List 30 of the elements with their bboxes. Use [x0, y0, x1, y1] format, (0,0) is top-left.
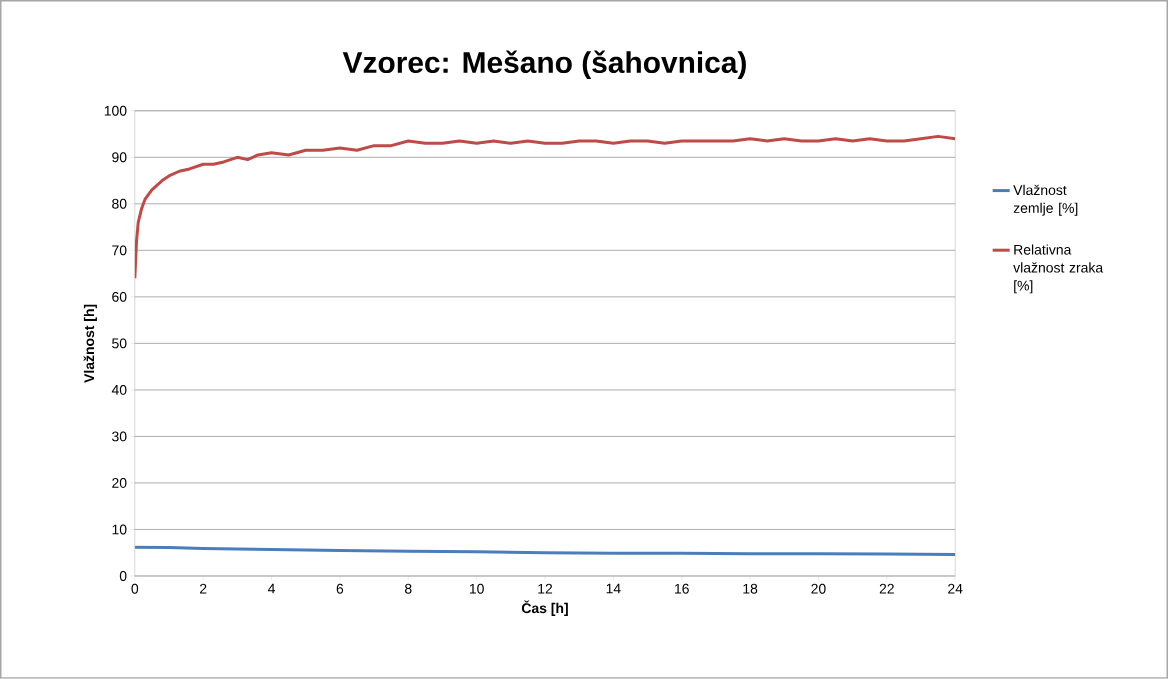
y-tick-label: 20: [112, 478, 127, 488]
x-tick-label: 2: [200, 583, 207, 594]
y-axis-title: Vlažnost [h]: [83, 304, 97, 383]
y-tick-label: 60: [112, 292, 127, 302]
x-tick-label: 12: [538, 583, 553, 594]
y-tick-label: 50: [112, 338, 127, 349]
x-tick-label: 22: [879, 583, 894, 594]
y-tick-label: 70: [112, 245, 127, 256]
x-tick-label: 20: [811, 583, 826, 594]
x-tick-label: 4: [267, 583, 276, 594]
x-tick-label: 16: [675, 583, 689, 594]
y-tick-label: 0: [119, 571, 127, 582]
x-tick-label: 14: [606, 583, 621, 594]
x-tick-label: 6: [336, 583, 344, 594]
line-series: [134, 545, 956, 557]
y-tick-label: 40: [111, 385, 127, 395]
legend-label: Vlažnost zemlje [%]: [1013, 184, 1078, 216]
y-tick-label: 100: [104, 105, 127, 116]
y-tick-label: 30: [112, 431, 127, 442]
x-tick-label: 24: [948, 583, 963, 594]
y-tick-label: 10: [112, 524, 127, 535]
x-tick-label: 8: [405, 583, 412, 594]
chart-title: Vzorec: Mešano (šahovnica): [342, 50, 746, 80]
y-tick-label: 90: [112, 152, 127, 163]
x-tick-label: 10: [469, 583, 484, 594]
x-axis-title: Čas [h]: [521, 600, 568, 616]
x-tick-label: 18: [743, 583, 758, 594]
y-tick-label: 80: [112, 198, 127, 209]
legend-label: Relativna vlažnost zraka [%]: [1013, 244, 1104, 294]
x-tick-label: 0: [131, 583, 139, 594]
